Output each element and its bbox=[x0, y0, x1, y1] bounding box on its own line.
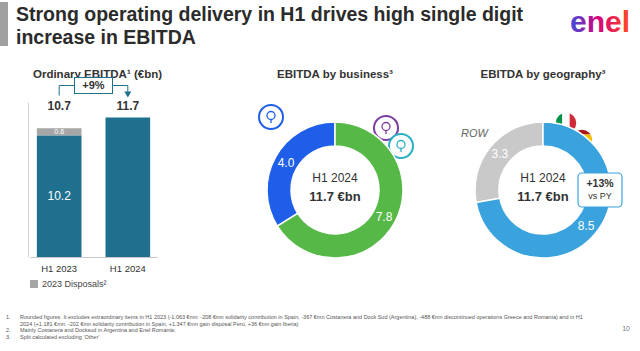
x-tick-label: H1 2023 bbox=[41, 263, 77, 274]
center-text: H1 2024 bbox=[312, 171, 358, 185]
slide: enelOrdinary EBITDA¹ (€bn)10.20.610.711.… bbox=[0, 0, 640, 351]
business-icon-glyph bbox=[385, 131, 386, 135]
bar-segment bbox=[37, 135, 82, 257]
annotation: +9% bbox=[82, 79, 105, 91]
donut-slice bbox=[277, 122, 403, 258]
x-tick: H1 2024 bbox=[110, 257, 146, 274]
x-axis: H1 2023 H1 2024 bbox=[31, 257, 158, 274]
title-bar bbox=[0, 2, 8, 46]
x-tick: H1 2023 bbox=[41, 257, 77, 274]
chart-title: EBITDA by business³ bbox=[277, 68, 393, 80]
data-label: 4.0 bbox=[278, 156, 295, 170]
bar-segment bbox=[106, 118, 151, 258]
footnote-text: Rounded figures. It excludes extraordina… bbox=[20, 314, 596, 327]
footnote: 3.Split calculated excluding ‘Other’ bbox=[6, 334, 596, 341]
total-label: 11.7 bbox=[116, 99, 139, 113]
footnote-text: Split calculated excluding ‘Other’ bbox=[20, 334, 596, 341]
business-icon-glyph bbox=[382, 123, 390, 131]
footnote: 1.Rounded figures. It excludes extraordi… bbox=[6, 314, 596, 327]
donut: 4.0 7.8 H1 2024 11.7 €bn bbox=[267, 122, 403, 258]
annotation: vs PY bbox=[588, 191, 612, 201]
annotation-box bbox=[578, 173, 622, 207]
x-axis-line bbox=[31, 257, 158, 258]
growth-arrowhead bbox=[124, 92, 131, 98]
footnote-number: 2. bbox=[6, 327, 20, 334]
center-text: 11.7 €bn bbox=[309, 189, 360, 204]
footnote-text: Mainly Costanera and Docksud in Argentin… bbox=[20, 327, 596, 334]
business-icon-glyph bbox=[267, 112, 275, 120]
business-icon-glyph bbox=[397, 141, 405, 149]
center-text: 11.7 €bn bbox=[517, 189, 568, 204]
y-axis-line bbox=[28, 103, 29, 258]
data-label: 3.3 bbox=[492, 147, 509, 161]
logo: enel bbox=[570, 5, 630, 38]
page-number: 10 bbox=[622, 325, 630, 332]
center-text: H1 2024 bbox=[520, 171, 566, 185]
total-label: 10.7 bbox=[47, 99, 71, 113]
x-tick-label: H1 2024 bbox=[110, 263, 146, 274]
footnote-number: 3. bbox=[6, 334, 20, 341]
data-label: 7.8 bbox=[376, 210, 393, 224]
business-icon-glyph bbox=[400, 149, 401, 153]
data-label: 10.2 bbox=[47, 189, 71, 203]
data-label: 8.5 bbox=[578, 219, 595, 233]
legend-label: 2023 Disposals² bbox=[42, 279, 107, 289]
data-label: 0.6 bbox=[54, 128, 64, 136]
bars bbox=[37, 118, 150, 258]
footnotes: 1.Rounded figures. It excludes extraordi… bbox=[6, 314, 596, 340]
footnote: 2.Mainly Costanera and Docksud in Argent… bbox=[6, 327, 596, 334]
annotation-box bbox=[75, 78, 113, 94]
bar-segment bbox=[37, 128, 82, 135]
data-labels: 10.2 0.6 10.7 11.7 bbox=[47, 99, 139, 204]
chart-title: EBITDA by geography³ bbox=[481, 68, 606, 80]
business-icon-glyph bbox=[270, 120, 271, 124]
annotation: +13% bbox=[586, 177, 614, 189]
slide-title: Strong operating delivery in H1 drives h… bbox=[16, 3, 561, 49]
business-icon bbox=[259, 105, 283, 129]
category-label: ROW bbox=[461, 127, 490, 139]
legend-swatch bbox=[30, 280, 38, 288]
footnote-number: 1. bbox=[6, 314, 20, 327]
y-axis bbox=[28, 103, 29, 258]
